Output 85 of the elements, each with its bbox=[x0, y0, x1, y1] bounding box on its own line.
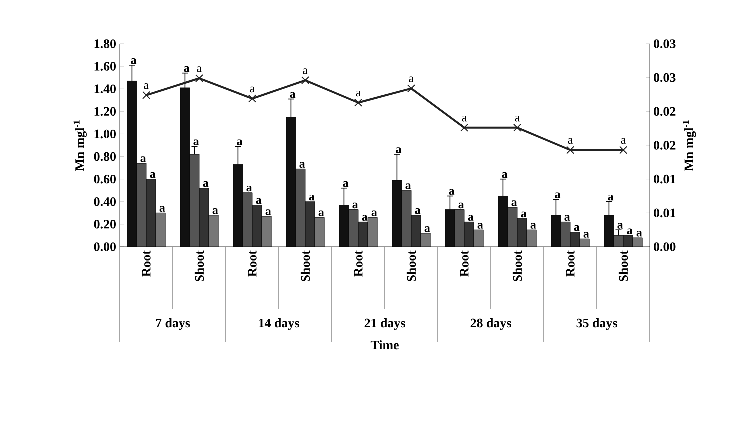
data-label: a bbox=[502, 172, 508, 178]
y-tick-label: 1.80 bbox=[94, 40, 116, 48]
data-label: a bbox=[184, 66, 190, 72]
data-label: a bbox=[478, 223, 484, 229]
data-label: a bbox=[468, 215, 474, 221]
text: 21 days bbox=[364, 318, 406, 330]
y-tick-label: 1.20 bbox=[94, 107, 116, 116]
data-label: a bbox=[462, 116, 467, 122]
data-label: a bbox=[449, 189, 455, 196]
data-label: a bbox=[396, 148, 402, 154]
x-tick-label: Root bbox=[248, 250, 257, 277]
data-label: a bbox=[530, 223, 536, 229]
x-tick-label: Shoot bbox=[618, 250, 628, 282]
data-label: a bbox=[197, 66, 202, 72]
data-label: a bbox=[636, 231, 642, 237]
data-label: a bbox=[584, 232, 590, 238]
data-label: a bbox=[290, 92, 296, 98]
y2-tick-label: 0.03 bbox=[654, 73, 676, 82]
data-label: a bbox=[521, 212, 527, 218]
y-tick-label: 0.80 bbox=[94, 152, 116, 162]
y2-tick-label: 0.01 bbox=[654, 208, 676, 218]
text: 35 days bbox=[576, 318, 618, 330]
data-label: a bbox=[564, 215, 570, 221]
text: 14 days bbox=[259, 318, 300, 330]
y2-tick-label: 0.01 bbox=[654, 174, 676, 184]
data-label: a bbox=[372, 210, 378, 216]
y2-tick-label: 0.02 bbox=[654, 107, 676, 116]
x-tick-label: Shoot bbox=[406, 250, 416, 282]
data-label: a bbox=[424, 226, 430, 232]
x-tick-label: Root bbox=[354, 250, 363, 277]
text: 28 days bbox=[470, 318, 512, 330]
data-label: a bbox=[343, 181, 349, 188]
x-tick-label: Shoot bbox=[194, 250, 204, 282]
data-label: a bbox=[131, 58, 137, 64]
y2-tick-label: 0.00 bbox=[654, 242, 676, 252]
data-label: a bbox=[194, 140, 200, 146]
data-label: a bbox=[203, 181, 209, 188]
data-label: a bbox=[144, 84, 149, 90]
y-tick-label: 0.60 bbox=[94, 174, 116, 184]
y2-axis-title: Mn mgl$^{-1}$ bbox=[683, 120, 696, 172]
y-tick-label: 1.00 bbox=[94, 130, 116, 139]
data-label: a bbox=[406, 184, 412, 190]
data-label: a bbox=[318, 210, 324, 216]
data-label: a bbox=[621, 138, 626, 144]
data-label: a bbox=[574, 225, 580, 232]
x-axis-title: Time bbox=[370, 340, 399, 350]
x-tick-label: Shoot bbox=[512, 250, 522, 282]
data-label: a bbox=[352, 202, 358, 209]
data-label: a bbox=[627, 228, 633, 235]
data-label: a bbox=[246, 186, 252, 192]
data-label: a bbox=[212, 208, 218, 214]
y-axis-title: Mn mgl$^{-1}$ bbox=[74, 120, 87, 172]
data-label: a bbox=[160, 206, 166, 212]
text: 7 days bbox=[156, 318, 190, 330]
data-label: a bbox=[303, 68, 308, 74]
data-label: a bbox=[300, 162, 306, 168]
x-tick-label: Root bbox=[460, 250, 469, 277]
y-tick-label: 0.40 bbox=[94, 197, 116, 206]
data-label: a bbox=[150, 172, 156, 178]
y-tick-label: 0.00 bbox=[94, 242, 116, 252]
data-label: a bbox=[362, 215, 368, 221]
x-tick-label: Root bbox=[142, 250, 151, 277]
data-label: a bbox=[555, 192, 561, 198]
data-label: a bbox=[409, 76, 414, 82]
data-label: a bbox=[515, 116, 520, 122]
data-label: a bbox=[458, 202, 464, 209]
y-tick-label: 0.20 bbox=[94, 220, 116, 229]
data-label: a bbox=[250, 86, 255, 93]
y-tick-label: 1.40 bbox=[94, 84, 116, 94]
data-label: a bbox=[237, 140, 243, 146]
data-label: a bbox=[618, 223, 624, 229]
data-label: a bbox=[266, 210, 272, 216]
data-label: a bbox=[415, 208, 421, 214]
data-label: a bbox=[356, 90, 361, 97]
data-label: a bbox=[512, 200, 518, 206]
y2-tick-label: 0.03 bbox=[654, 40, 676, 48]
x-tick-label: Shoot bbox=[300, 250, 310, 282]
data-label: a bbox=[309, 194, 315, 201]
data-label: a bbox=[140, 156, 146, 162]
y-tick-label: 1.60 bbox=[94, 62, 116, 71]
data-label: a bbox=[568, 138, 573, 144]
y2-tick-label: 0.02 bbox=[654, 141, 676, 150]
x-tick-label: Root bbox=[566, 250, 575, 277]
data-label: a bbox=[256, 198, 262, 204]
data-label: a bbox=[608, 194, 614, 201]
